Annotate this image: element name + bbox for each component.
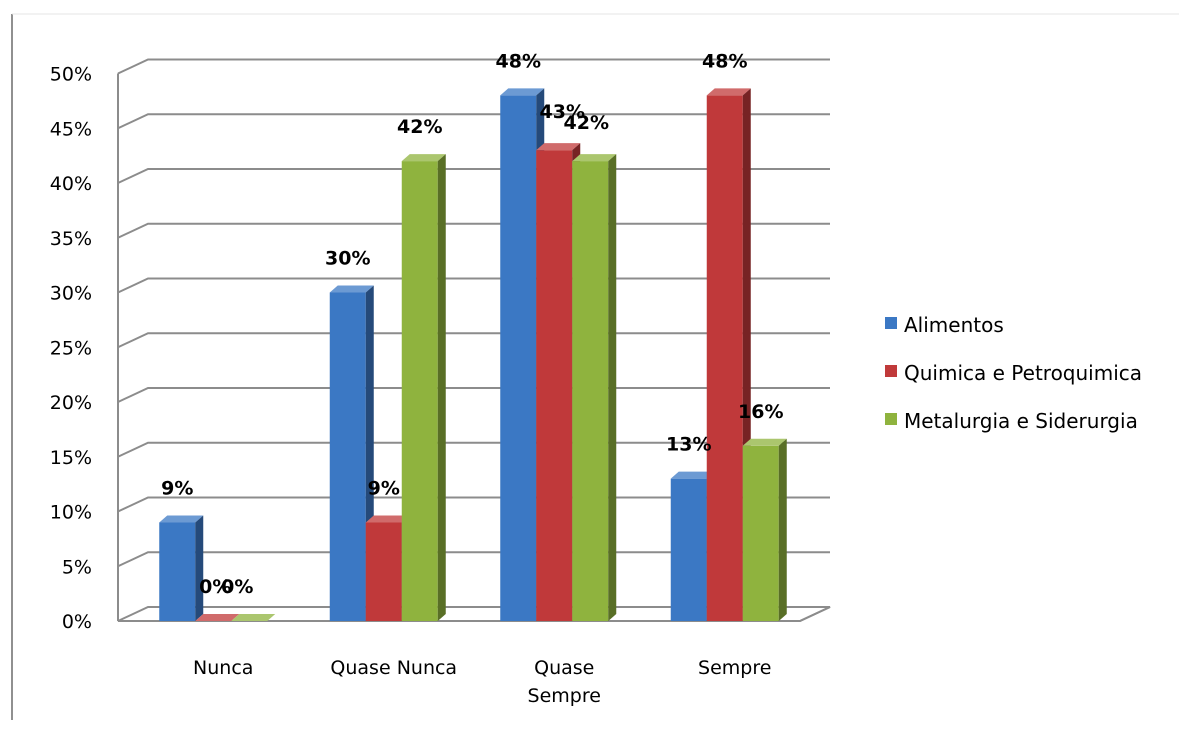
bar-top-face <box>401 154 446 162</box>
bar <box>329 292 366 621</box>
bar-top-face <box>231 614 276 621</box>
data-label: 9% <box>161 477 193 499</box>
bar-top-face <box>706 88 751 96</box>
bar <box>401 161 438 621</box>
data-label: 30% <box>325 248 370 270</box>
legend-label: Quimica e Petroquimica <box>904 361 1142 385</box>
bar-top-face <box>670 471 715 479</box>
y-tick-label: 5% <box>62 556 92 578</box>
x-category-label: Nunca <box>193 657 253 679</box>
data-label: 0% <box>199 576 231 598</box>
legend-swatch <box>885 365 897 377</box>
data-label: 9% <box>368 477 400 499</box>
x-category-label: Sempre <box>698 657 771 679</box>
bar <box>365 522 402 621</box>
y-tick-label: 15% <box>50 447 92 469</box>
bar-top-face <box>365 515 410 523</box>
bar-top-face <box>500 88 545 96</box>
bar-side-face <box>608 154 617 621</box>
bar <box>572 161 609 621</box>
data-label: 0% <box>221 576 253 598</box>
legend-label: Metalurgia e Siderurgia <box>904 409 1138 433</box>
y-tick-label: 20% <box>50 392 92 414</box>
bar-top-face <box>329 285 374 293</box>
legend-swatch <box>885 413 897 425</box>
data-label: 43% <box>540 101 585 123</box>
y-tick-label: 30% <box>50 283 92 305</box>
data-labels: 9%0%0%30%9%42%48%43%42%13%48%16% <box>161 50 783 598</box>
y-tick-label: 35% <box>50 228 92 250</box>
bar <box>706 95 743 621</box>
y-tick-label: 40% <box>50 173 92 195</box>
gridline <box>117 58 830 75</box>
y-axis-ticks: 0% 5% 10% 15% 20% 25% 30% 35% 40% 45% 50% <box>50 64 92 634</box>
bar <box>500 95 537 621</box>
bar-top-face <box>572 154 617 162</box>
y-tick-label: 45% <box>50 118 92 140</box>
data-label: 42% <box>397 116 442 138</box>
bar-side-face <box>437 154 446 621</box>
data-label: 42% <box>564 112 609 134</box>
bar <box>670 478 707 621</box>
y-tick-label: 25% <box>50 337 92 359</box>
data-label: 48% <box>702 50 747 72</box>
x-category-label: Sempre <box>528 685 601 707</box>
bar <box>159 522 196 621</box>
data-label: 16% <box>738 401 783 423</box>
bar-side-face <box>778 438 787 621</box>
x-category-label: Quase Nunca <box>330 657 457 679</box>
legend: Alimentos Quimica e Petroquimica Metalurgi… <box>885 313 1142 433</box>
bar-top-face <box>159 515 204 523</box>
data-label: 48% <box>496 50 541 72</box>
bar-top-face <box>742 438 787 446</box>
floor-right-edge <box>799 606 831 622</box>
bar-top-face <box>195 614 240 621</box>
bar <box>536 150 573 621</box>
bars <box>159 88 787 621</box>
x-axis-categories: Nunca Quase Nunca Quase Sempre Sempre <box>193 657 771 707</box>
x-category-label: Quase <box>534 657 594 679</box>
legend-swatch <box>885 317 897 329</box>
legend-label: Alimentos <box>904 313 1004 337</box>
data-label: 13% <box>666 434 711 456</box>
bar-top-face <box>536 143 581 151</box>
bar <box>742 445 779 621</box>
bar-side-face <box>195 515 204 621</box>
y-tick-label: 50% <box>50 64 92 86</box>
y-tick-label: 10% <box>50 502 92 524</box>
gridline <box>117 113 830 130</box>
y-tick-label: 0% <box>62 611 92 633</box>
